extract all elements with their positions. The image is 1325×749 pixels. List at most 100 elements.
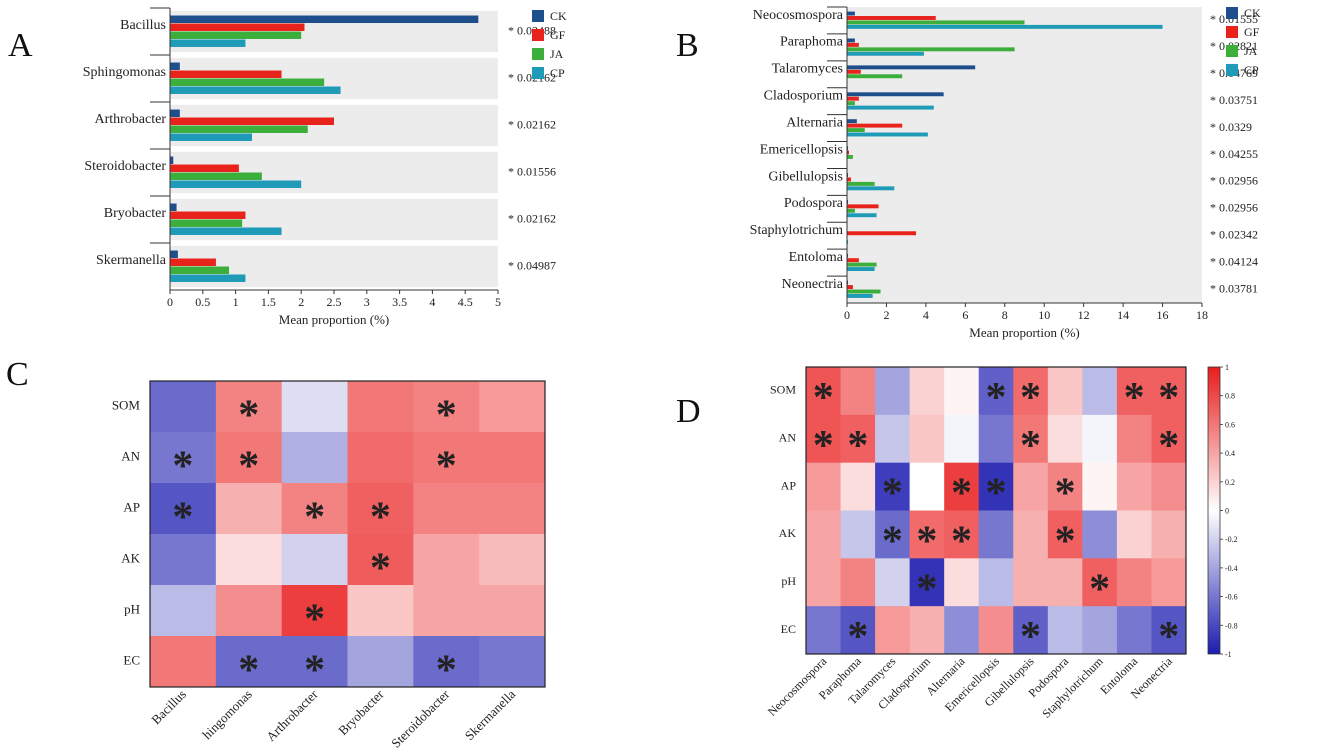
heat-cell-ak-alternaria [944, 510, 980, 559]
heat-cell-som-emericellopsis [978, 367, 1014, 416]
legend-label-ck: CK [550, 9, 567, 23]
legend-label-ja: JA [1244, 44, 1258, 58]
x-tick-label: 18 [1196, 308, 1208, 322]
row-label-ap: AP [781, 478, 797, 492]
x-axis-title: Mean proportion (%) [969, 325, 1079, 340]
heat-cell-ph-bryobacter [347, 585, 414, 637]
colorbar-tick-label: 1 [1225, 363, 1229, 372]
heat-cell-ph-steroidobacter [413, 585, 480, 637]
heat-cell-ec-skermanella [479, 636, 546, 688]
x-tick-label: 4 [429, 295, 435, 309]
bar-neonectria-ja [847, 289, 881, 294]
bar-arthrobacter-cp [170, 133, 252, 141]
heat-cell-an-arthrobacter [281, 432, 348, 484]
column-label-bryobacter: Bryobacter [335, 686, 387, 738]
heat-cell-ec-bacillus [150, 636, 217, 688]
bar-gibellulopsis-cp [847, 186, 895, 191]
significance-star: * [238, 648, 259, 694]
colorbar-tick-label: 0.6 [1225, 420, 1235, 429]
heat-cell-ph-neonectria [1151, 558, 1187, 607]
bar-bacillus-ck [170, 15, 479, 24]
heat-cell-ap-sphingomonas [215, 483, 283, 535]
p-value-neonectria: * 0.03781 [1210, 281, 1258, 295]
heat-cell-ec-paraphoma [840, 606, 876, 655]
legend-label-ja: JA [550, 47, 564, 61]
category-label-staphylotrichum: Staphylotrichum [750, 223, 843, 238]
p-value-neocosmospora: * 0.01555 [1210, 12, 1258, 26]
heat-cell-ph-skermanella [479, 585, 546, 637]
heat-cell-som-podospora [1047, 367, 1083, 416]
category-label-cladosporium: Cladosporium [764, 89, 843, 104]
heat-cell-ap-podospora [1047, 462, 1083, 511]
bar-cladosporium-cp [847, 105, 934, 110]
x-tick-label: 4.5 [458, 295, 473, 309]
colorbar-tick-label: 0.4 [1225, 449, 1235, 458]
row-label-ec: EC [123, 652, 140, 667]
heat-cell-an-skermanella [479, 432, 546, 484]
bar-alternaria-ja [847, 128, 865, 133]
heat-cell-ap-gibellulopsis [1013, 462, 1049, 511]
heat-cell-ak-arthrobacter [281, 534, 348, 586]
heat-cell-ec-entoloma [1116, 606, 1152, 655]
x-tick-label: 10 [1038, 308, 1050, 322]
bar-alternaria-cp [847, 132, 928, 137]
category-label-neocosmospora: Neocosmospora [753, 8, 844, 23]
significance-star: * [1020, 423, 1041, 469]
heat-cell-som-talaromyces [875, 367, 911, 416]
x-tick-label: 2 [883, 308, 889, 322]
bar-bryobacter-cp [170, 227, 282, 235]
heat-cell-an-neocosmospora [806, 414, 842, 464]
heat-cell-som-arthrobacter [281, 381, 348, 433]
heat-cell-an-alternaria [944, 414, 980, 464]
bar-neocosmospora-ck [847, 11, 855, 16]
bar-arthrobacter-ck [170, 109, 180, 118]
heat-cell-som-entoloma [1116, 367, 1152, 416]
heat-cell-ap-arthrobacter [281, 483, 348, 535]
bar-gibellulopsis-gf [847, 177, 851, 182]
p-value-emericellopsis: * 0.04255 [1210, 147, 1258, 161]
heat-cell-ap-staphylotrichum [1082, 462, 1118, 511]
bar-skermanella-cp [170, 274, 246, 282]
colorbar-tick-label: 0 [1225, 507, 1229, 516]
category-label-steroidobacter: Steroidobacter [84, 159, 166, 174]
bar-steroidobacter-gf [170, 164, 239, 172]
significance-star: * [1158, 375, 1179, 421]
significance-star: * [986, 471, 1007, 517]
heat-cell-an-cladosporium [909, 414, 945, 464]
heat-cell-ak-neocosmospora [806, 510, 842, 559]
significance-star: * [916, 518, 937, 564]
category-label-emericellopsis: Emericellopsis [760, 142, 843, 157]
column-label-sphingomonas: hingomonas [199, 687, 255, 743]
heat-cell-ap-bacillus [150, 483, 217, 535]
colorbar-tick-label: 0.8 [1225, 392, 1235, 401]
heat-cell-som-neocosmospora [806, 367, 842, 416]
x-tick-label: 4 [923, 308, 929, 322]
significance-star: * [1158, 423, 1179, 469]
p-value-entoloma: * 0.04124 [1210, 254, 1258, 268]
legend-swatch-ja [532, 48, 544, 60]
heat-cell-som-skermanella [479, 381, 546, 433]
bar-talaromyces-ck [847, 65, 976, 70]
significance-star: * [304, 597, 325, 643]
heat-cell-ap-talaromyces [875, 462, 911, 511]
significance-star: * [847, 614, 868, 660]
x-tick-label: 5 [495, 295, 501, 309]
row-label-ap: AP [123, 499, 140, 514]
heat-cell-ec-neonectria [1151, 606, 1187, 655]
bar-entoloma-cp [847, 267, 875, 272]
bar-sphingomonas-cp [170, 86, 341, 94]
category-label-sphingomonas: Sphingomonas [83, 65, 166, 80]
category-label-entoloma: Entoloma [789, 250, 844, 265]
significance-star: * [951, 471, 972, 517]
significance-star: * [304, 648, 325, 694]
significance-star: * [813, 375, 834, 421]
bar-neonectria-gf [847, 285, 853, 290]
heatmap-frame [805, 366, 1187, 655]
p-value-gibellulopsis: * 0.02956 [1210, 174, 1258, 188]
heat-cell-ec-gibellulopsis [1013, 606, 1049, 655]
bar-gibellulopsis-ja [847, 181, 875, 186]
significance-star: * [951, 518, 972, 564]
heat-cell-ap-alternaria [944, 462, 980, 511]
legend-label-ck: CK [1244, 6, 1261, 20]
bar-alternaria-gf [847, 123, 903, 128]
